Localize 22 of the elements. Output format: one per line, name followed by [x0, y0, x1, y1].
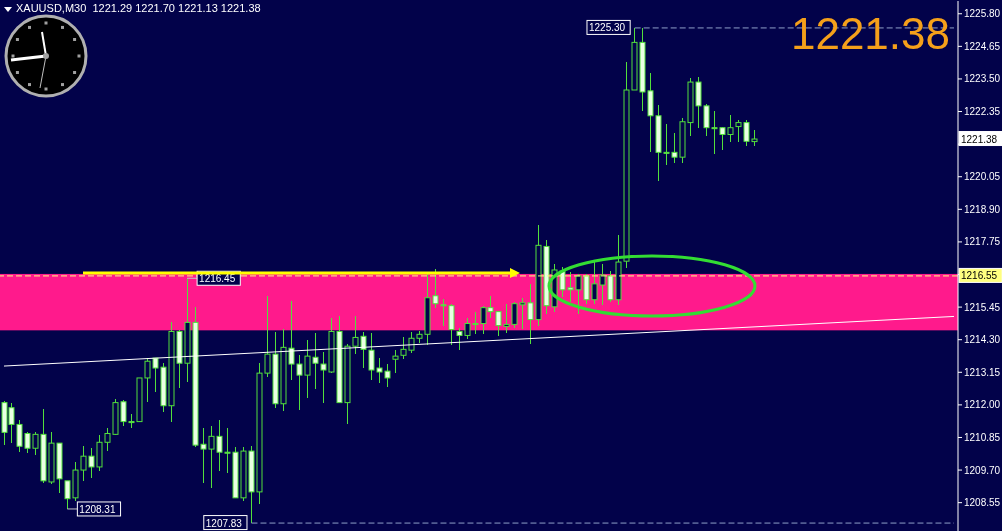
y-tick-label: 1220.05 [964, 171, 1001, 183]
y-tick-label: 1223.50 [964, 73, 1001, 85]
chart-title: XAUUSD,M30 1221.29 1221.70 1221.13 1221.38 [16, 2, 261, 14]
ref-line-label: 1207.83 [205, 517, 243, 529]
y-tick-label: 1222.35 [964, 106, 1001, 118]
annotation: 1221.38 [961, 133, 998, 145]
y-tick-label: 1224.65 [964, 40, 1001, 52]
annotation: 1216.45 [199, 273, 236, 285]
annotation: 1221.38 [790, 8, 950, 60]
ref-line-label: 1225.30 [588, 22, 626, 34]
y-tick-label: 1208.55 [964, 497, 1001, 509]
y-tick-label: 1209.70 [964, 464, 1001, 476]
y-tick-label: 1214.30 [964, 334, 1001, 346]
annotation: 1208.31 [79, 503, 116, 515]
ref-line-label: 1216.55 [961, 270, 998, 282]
y-tick-label: 1212.00 [964, 399, 1001, 411]
y-tick-label: 1217.75 [964, 236, 1001, 248]
y-tick-label: 1210.85 [964, 432, 1001, 444]
y-tick-label: 1215.45 [964, 301, 1001, 313]
y-tick-label: 1218.90 [964, 203, 1001, 215]
y-tick-label: 1213.15 [964, 366, 1001, 378]
y-tick-label: 1225.80 [964, 8, 1001, 20]
